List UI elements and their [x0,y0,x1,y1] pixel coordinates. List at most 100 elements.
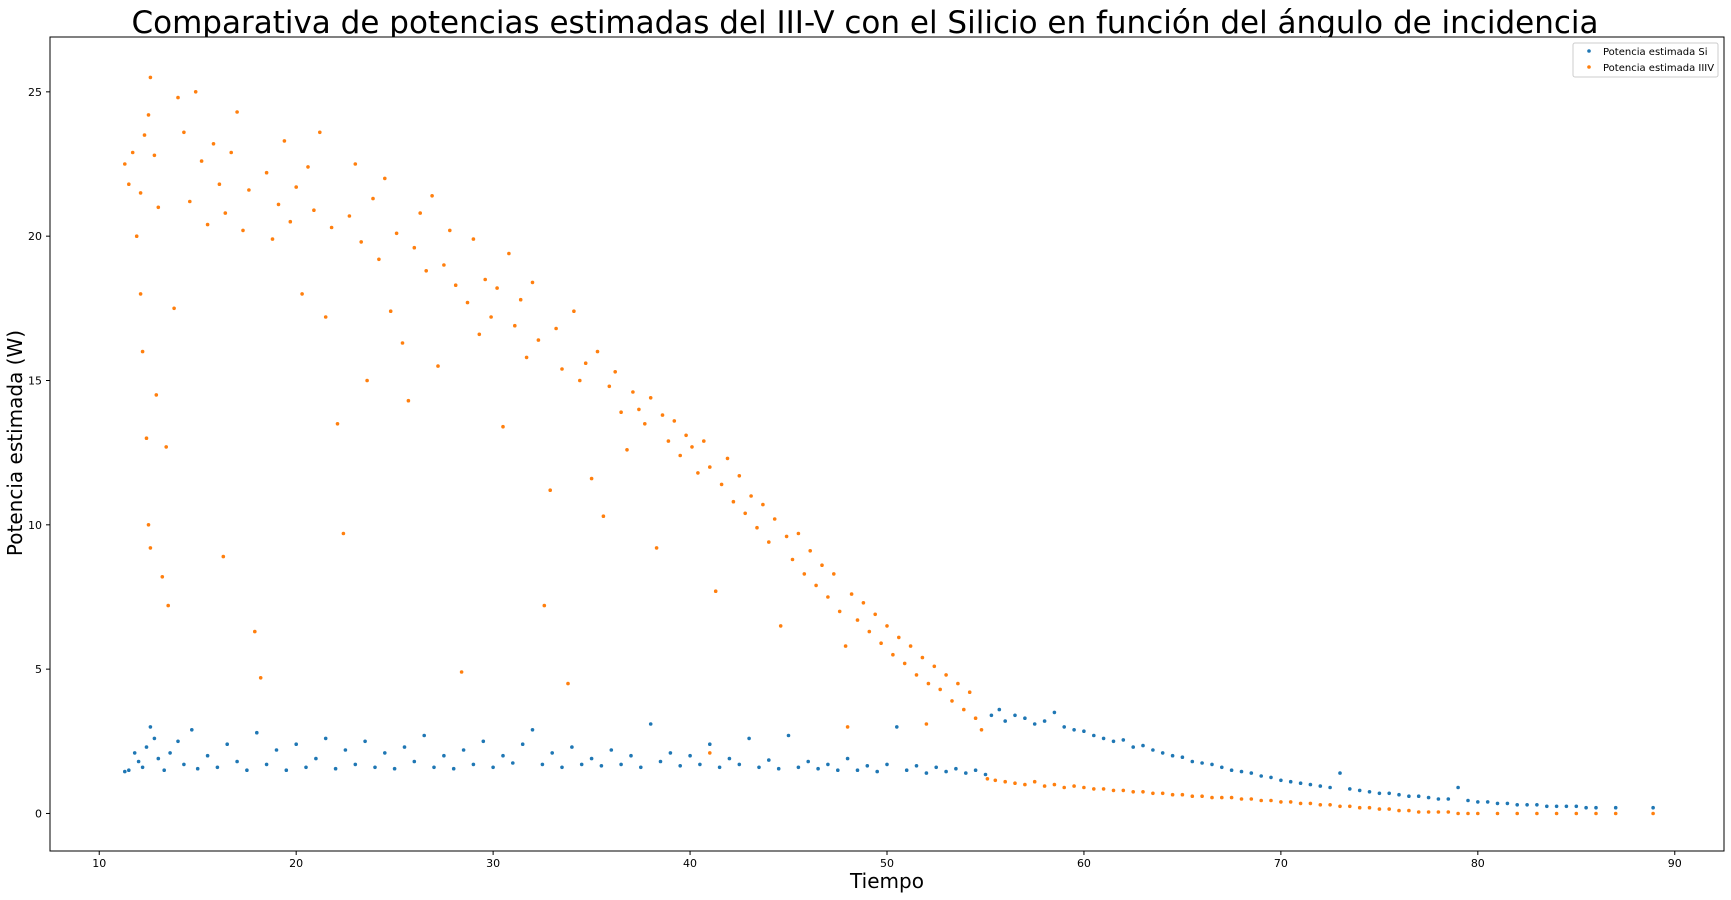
data-point [138,292,143,296]
data-point [1436,810,1441,814]
data-point [904,768,909,772]
data-point [790,557,795,562]
data-point [688,753,692,758]
data-point [1318,803,1323,807]
data-point [247,188,251,192]
data-point [895,725,899,729]
data-point [1416,794,1421,798]
data-point [643,422,647,426]
data-point [148,725,153,729]
data-point [1259,774,1263,778]
data-point [772,517,777,521]
data-point [394,231,399,236]
data-point [698,762,702,767]
data-point [1525,803,1529,807]
data-point [595,349,600,354]
x-tick-label: 20 [289,857,303,870]
data-point [1651,805,1655,810]
data-point [1160,791,1165,796]
data-point [168,751,172,755]
data-point [826,595,830,599]
data-point [837,609,842,614]
data-point [1476,811,1480,816]
data-point [678,453,682,458]
data-point [631,390,635,394]
data-point [1288,800,1293,804]
data-point [312,208,316,212]
data-point [1101,787,1106,791]
data-point [1338,771,1342,775]
data-point [1436,797,1441,801]
data-point [891,652,895,657]
data-point [993,778,998,783]
data-point [648,396,653,400]
data-point [964,771,968,775]
data-point [195,766,200,771]
data-point [495,286,499,290]
data-point [323,736,328,741]
data-point [973,768,978,772]
data-point [442,263,446,267]
data-point [579,762,584,767]
data-point [162,768,166,772]
y-axis-ticks: 0 5 10 15 20 25 [28,86,50,820]
data-point [264,170,269,175]
data-point [1269,775,1273,780]
data-point [304,765,308,770]
data-point [253,629,257,634]
data-point [778,624,783,628]
data-point [796,765,801,770]
y-tick-label: 25 [28,86,42,99]
data-point [1042,784,1047,788]
data-point [1545,804,1549,809]
data-point [1239,797,1244,801]
data-point [725,456,730,461]
x-tick-label: 10 [92,857,106,870]
data-point [127,768,131,772]
data-point [300,292,304,296]
data-point [235,759,239,764]
data-point [1466,798,1470,803]
data-point [1111,788,1116,793]
data-point [1584,805,1588,810]
data-point [365,378,369,383]
data-point [1220,795,1224,800]
data-point [1220,765,1224,770]
data-point [422,733,427,738]
data-point [1535,811,1539,816]
data-point [211,142,216,146]
data-point [138,191,143,195]
x-tick-label: 30 [486,857,500,870]
data-point [566,681,570,686]
legend-label-si: Potencia estimada Si [1603,47,1708,58]
data-point [359,240,364,244]
data-point [164,445,168,449]
data-point [1367,790,1372,794]
data-point [1229,795,1234,800]
data-point [1111,739,1116,744]
data-point [306,165,310,169]
data-point [832,572,836,576]
legend-marker-iiiv [1587,65,1591,69]
data-point [967,690,972,694]
data-point [1259,798,1263,803]
data-point [570,745,574,749]
data-point [347,214,352,218]
data-point [140,349,145,354]
data-point [1121,738,1126,742]
data-point [737,762,742,767]
data-point [501,424,505,429]
data-point [672,419,677,423]
data-point [613,370,617,374]
data-point [1121,788,1126,793]
data-point [855,768,860,772]
data-point [654,546,659,550]
data-point [938,687,942,692]
data-point [1013,713,1017,718]
data-point [648,722,653,726]
data-point [708,751,712,755]
data-point [875,769,879,774]
data-point [873,612,877,617]
data-point [885,624,889,628]
data-point [1613,805,1618,810]
